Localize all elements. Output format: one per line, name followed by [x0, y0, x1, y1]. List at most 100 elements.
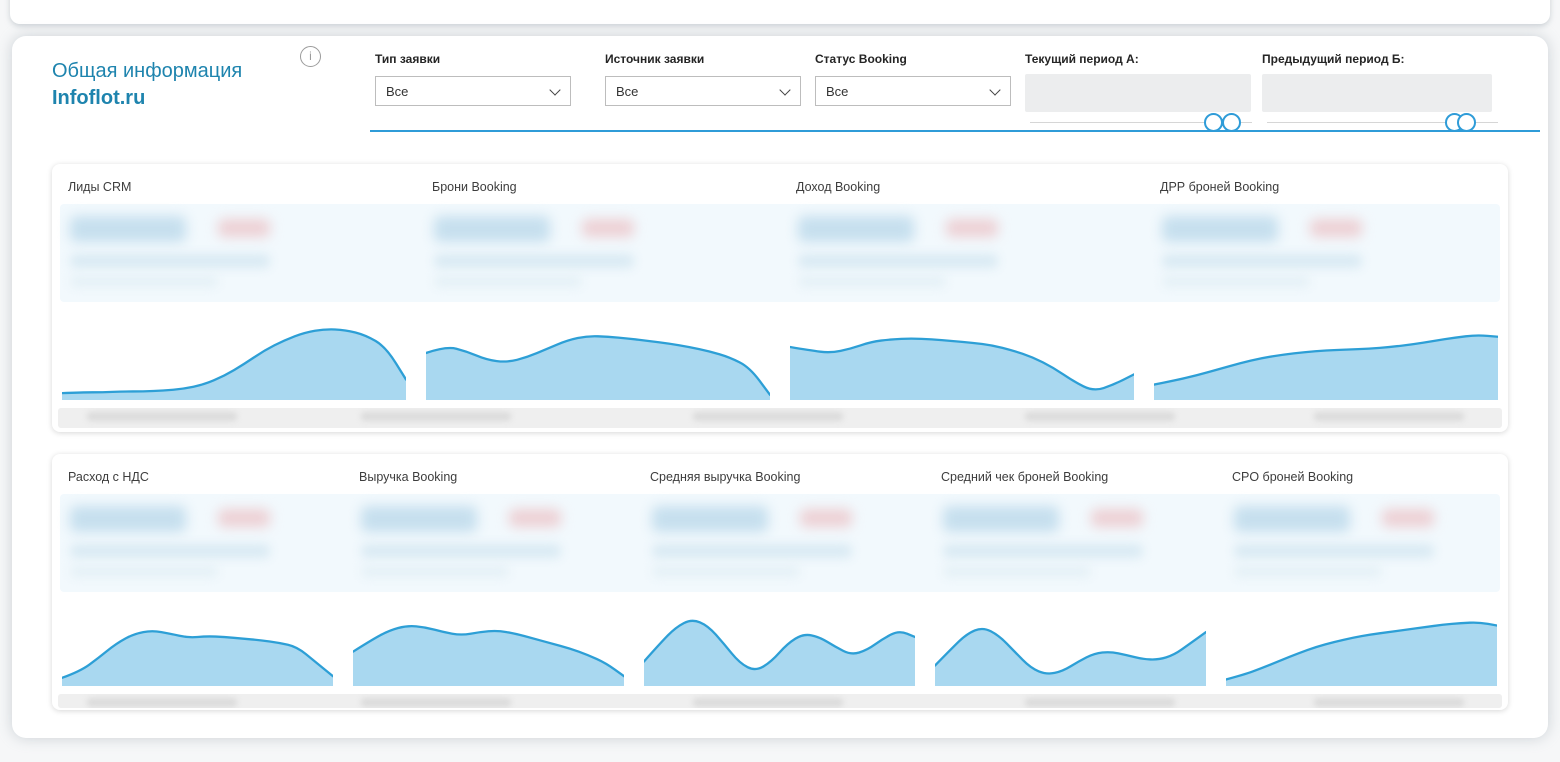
sparkline-chart[interactable]	[62, 310, 406, 400]
blurred-delta-value	[509, 509, 561, 527]
blur-smudge	[86, 698, 237, 707]
chevron-down-icon	[989, 84, 1001, 96]
period-label: Текущий период А:	[1025, 52, 1139, 66]
previous-period-input[interactable]	[1262, 74, 1492, 112]
blurred-value	[1234, 506, 1350, 532]
blurred-value	[798, 216, 914, 242]
kpi-card: Выручка Booking	[343, 454, 634, 710]
blur-smudge	[361, 412, 512, 421]
sparkline-chart[interactable]	[790, 310, 1134, 400]
kpi-title: CPO броней Booking	[1232, 470, 1354, 484]
kpi-card-row-1: Лиды CRM Брони Booking	[52, 164, 1508, 432]
blur-smudge	[361, 698, 512, 707]
blurred-subvalue	[943, 566, 1091, 577]
blurred-delta-value	[218, 219, 270, 237]
blurred-subvalue	[70, 254, 270, 268]
blurred-value	[434, 216, 550, 242]
blur-smudge	[1314, 698, 1465, 707]
blurred-kpi-values	[794, 210, 1124, 298]
kpi-card-row-2: Расход с НДС Выручка Booking	[52, 454, 1508, 710]
chevron-down-icon	[779, 84, 791, 96]
blurred-subvalue	[1234, 566, 1382, 577]
blur-smudge	[86, 412, 237, 421]
kpi-title: Расход с НДС	[68, 470, 149, 484]
kpi-card: Расход с НДС	[52, 454, 343, 710]
kpi-title: Брони Booking	[432, 180, 517, 194]
blurred-delta-value	[1091, 509, 1143, 527]
blurred-kpi-values	[66, 500, 323, 588]
chevron-down-icon	[549, 84, 561, 96]
kpi-card: CPO броней Booking	[1216, 454, 1507, 710]
blurred-subvalue	[1162, 254, 1362, 268]
blurred-subvalue	[361, 566, 509, 577]
blurred-delta-value	[946, 219, 998, 237]
sparkline-chart[interactable]	[426, 310, 770, 400]
blur-smudge	[1314, 412, 1465, 421]
top-card-edge	[10, 0, 1550, 24]
dropdown-value: Все	[616, 84, 639, 99]
dashboard-panel: Общая информация Infoflot.ru i Тип заявк…	[12, 36, 1548, 738]
kpi-title: Лиды CRM	[68, 180, 132, 194]
sparkline-chart[interactable]	[1226, 600, 1497, 686]
dropdown-value: Все	[826, 84, 849, 99]
current-period-slicer: Текущий период А:	[1025, 36, 1257, 136]
sparkline-chart[interactable]	[353, 600, 624, 686]
blurred-kpi-values	[648, 500, 905, 588]
date-slider-track	[1267, 122, 1498, 123]
kpi-title: Средний чек броней Booking	[941, 470, 1109, 484]
blurred-value	[1162, 216, 1278, 242]
previous-period-slicer: Предыдущий период Б:	[1262, 36, 1494, 136]
blurred-value	[361, 506, 477, 532]
blurred-subvalue	[70, 544, 270, 558]
blurred-value	[70, 216, 186, 242]
kpi-card: Лиды CRM	[52, 164, 416, 432]
blur-smudge	[693, 412, 844, 421]
blurred-delta-value	[218, 509, 270, 527]
filter-label: Источник заявки	[605, 52, 705, 66]
filter-booking-status: Статус Booking Все	[815, 36, 1015, 116]
blurred-subvalue	[652, 566, 800, 577]
booking-status-dropdown[interactable]: Все	[815, 76, 1011, 106]
info-icon[interactable]: i	[300, 46, 321, 67]
filter-label: Тип заявки	[375, 52, 441, 66]
blurred-subvalue	[1162, 276, 1310, 287]
sparkline-chart[interactable]	[935, 600, 1206, 686]
dropdown-value: Все	[386, 84, 409, 99]
blurred-delta-value	[1382, 509, 1434, 527]
current-period-input[interactable]	[1025, 74, 1251, 112]
blurred-kpi-values	[66, 210, 396, 298]
filter-request-source: Источник заявки Все	[605, 36, 805, 116]
period-label: Предыдущий период Б:	[1262, 52, 1405, 66]
blurred-axis-strip	[58, 694, 1502, 708]
kpi-title: Доход Booking	[796, 180, 881, 194]
filter-request-type: Тип заявки Все	[375, 36, 575, 116]
blurred-kpi-values	[939, 500, 1196, 588]
kpi-title: ДРР броней Booking	[1160, 180, 1280, 194]
kpi-card: ДРР броней Booking	[1144, 164, 1508, 432]
kpi-card: Доход Booking	[780, 164, 1144, 432]
request-source-dropdown[interactable]: Все	[605, 76, 801, 106]
kpi-card: Средний чек броней Booking	[925, 454, 1216, 710]
page-title-line1: Общая информация	[52, 60, 243, 82]
header-divider-line	[370, 130, 1540, 132]
sparkline-chart[interactable]	[1154, 310, 1498, 400]
blurred-subvalue	[1234, 544, 1434, 558]
blur-smudge	[1025, 412, 1176, 421]
sparkline-chart[interactable]	[62, 600, 333, 686]
blurred-kpi-values	[357, 500, 614, 588]
filter-label: Статус Booking	[815, 52, 907, 66]
sparkline-chart[interactable]	[644, 600, 915, 686]
blurred-subvalue	[434, 254, 634, 268]
blurred-delta-value	[800, 509, 852, 527]
blurred-subvalue	[652, 544, 852, 558]
blurred-subvalue	[943, 544, 1143, 558]
kpi-title: Средняя выручка Booking	[650, 470, 801, 484]
blurred-value	[943, 506, 1059, 532]
kpi-card: Брони Booking	[416, 164, 780, 432]
blurred-subvalue	[70, 566, 218, 577]
blurred-kpi-values	[1230, 500, 1487, 588]
request-type-dropdown[interactable]: Все	[375, 76, 571, 106]
kpi-title: Выручка Booking	[359, 470, 458, 484]
kpi-card: Средняя выручка Booking	[634, 454, 925, 710]
